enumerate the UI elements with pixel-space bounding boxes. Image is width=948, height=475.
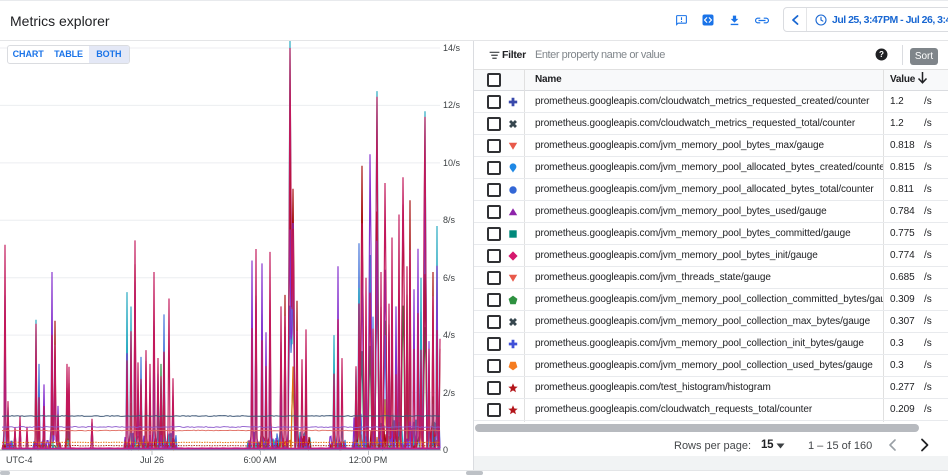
svg-text:8/s: 8/s [443,215,456,225]
svg-text:10/s: 10/s [443,158,461,168]
svg-text:2/s: 2/s [443,388,456,398]
svg-text:UTC-4: UTC-4 [6,455,33,465]
svg-text:6/s: 6/s [443,273,456,283]
svg-text:Jul 26: Jul 26 [140,455,164,465]
svg-text:6:00 AM: 6:00 AM [243,455,276,465]
svg-text:14/s: 14/s [443,43,461,53]
svg-text:12:00 PM: 12:00 PM [349,455,388,465]
svg-text:4/s: 4/s [443,330,456,340]
svg-text:12/s: 12/s [443,100,461,110]
svg-text:0: 0 [443,445,448,455]
svg-text:?: ? [879,50,884,59]
